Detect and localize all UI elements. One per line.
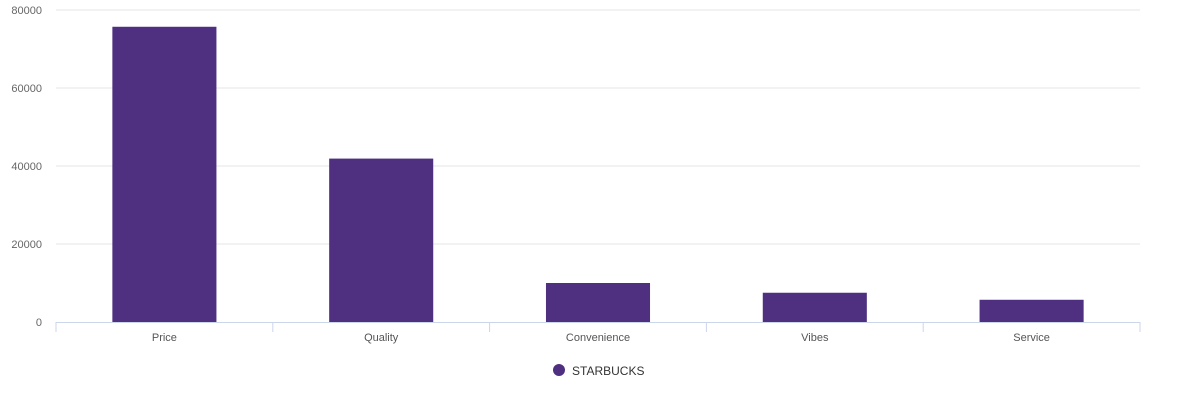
y-tick-label: 80000 <box>11 5 42 17</box>
y-tick-label: 40000 <box>11 161 42 173</box>
x-tick-label: Quality <box>364 332 399 344</box>
x-axis-tick-labels: Price Quality Convenience Vibes Service <box>152 332 1050 344</box>
bar-quality[interactable] <box>329 158 434 322</box>
x-tick-label: Vibes <box>801 332 829 344</box>
y-tick-label: 20000 <box>11 239 42 251</box>
legend-marker-starbucks[interactable] <box>553 364 565 376</box>
gridlines <box>56 9 1140 245</box>
bars <box>112 26 1084 323</box>
bar-vibes[interactable] <box>762 292 867 322</box>
legend[interactable]: STARBUCKS <box>553 364 644 378</box>
y-tick-label: 60000 <box>11 83 42 95</box>
legend-label-starbucks[interactable]: STARBUCKS <box>572 364 644 378</box>
bar-price[interactable] <box>112 26 217 323</box>
y-axis-tick-labels: 0 20000 40000 60000 80000 <box>11 5 42 329</box>
x-tick-label: Price <box>152 332 177 344</box>
bar-convenience[interactable] <box>545 283 651 322</box>
x-axis <box>55 322 1141 332</box>
x-tick-label: Convenience <box>566 332 630 344</box>
x-tick-label: Service <box>1013 332 1050 344</box>
y-tick-label: 0 <box>36 317 42 329</box>
bar-service[interactable] <box>979 299 1084 322</box>
